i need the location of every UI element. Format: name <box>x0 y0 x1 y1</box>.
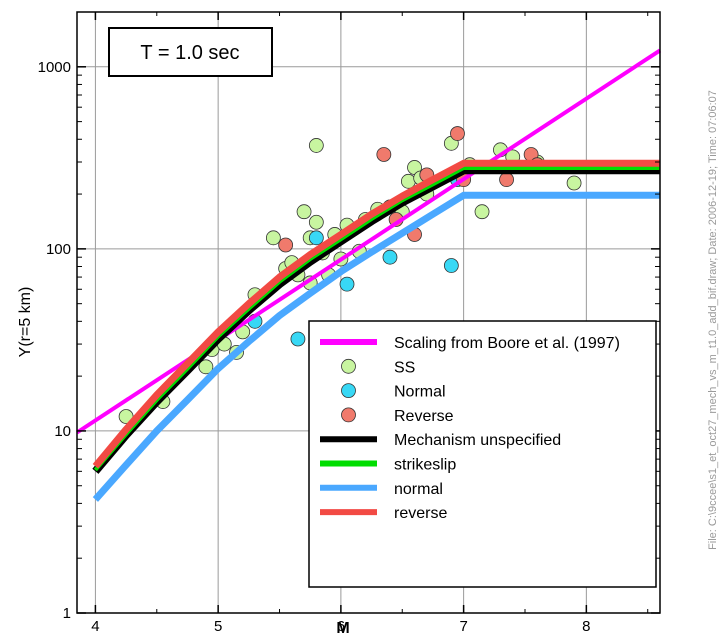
ss-point <box>308 138 324 153</box>
ss-point <box>308 214 324 230</box>
axis-ticks: 4 5 6 7 8 1 10 100 1000 <box>38 11 660 635</box>
ss-point <box>296 204 312 220</box>
y-tick-label: 10 <box>54 423 71 440</box>
legend-label: strikeslip <box>394 457 456 474</box>
normal-point <box>382 249 398 265</box>
x-tick-label: 7 <box>459 618 467 635</box>
legend: Scaling from Boore et al. (1997) SS Normal… <box>308 320 657 588</box>
ss-point <box>474 204 490 220</box>
series-line-normal <box>92 191 660 502</box>
x-tick-label: 4 <box>91 618 99 635</box>
ss-point <box>198 359 214 375</box>
normal-point <box>308 230 324 246</box>
legend-swatch-marker <box>341 383 356 399</box>
annotation-box: T = 1.0 sec <box>108 27 273 77</box>
legend-swatch-marker <box>341 407 356 423</box>
reverse-point <box>278 237 294 253</box>
legend-label: SS <box>394 359 415 376</box>
reverse-point <box>450 126 465 141</box>
normal-point <box>443 258 459 273</box>
legend-label: Normal <box>394 384 446 401</box>
y-tick-label: 1000 <box>38 59 71 76</box>
legend-label: Scaling from Boore et al. (1997) <box>394 335 620 352</box>
annotation-text: T = 1.0 sec <box>140 42 239 64</box>
plot-frame <box>76 11 661 614</box>
y-axis-title: Y(r=5 km) <box>17 287 34 358</box>
curves <box>75 48 662 502</box>
x-tick-label: 8 <box>582 618 590 635</box>
legend-label: normal <box>394 481 443 498</box>
x-tick-label: 5 <box>214 618 222 635</box>
y-tick-label: 100 <box>46 241 71 258</box>
ss-point <box>265 230 281 246</box>
legend-label: Reverse <box>394 408 454 425</box>
reverse-point <box>376 147 392 162</box>
legend-swatch-marker <box>341 358 356 374</box>
normal-point <box>339 276 355 292</box>
x-axis-title: M <box>336 620 349 637</box>
reverse-point <box>499 172 514 188</box>
series-line-strikeslip <box>93 166 660 472</box>
series-line-scaling-from-boore-et-al-1997- <box>75 48 662 435</box>
x-tick-label: 6 <box>337 618 345 635</box>
normal-point <box>290 331 306 347</box>
legend-label: reverse <box>394 505 447 522</box>
file-info-text: File: C:\9ccee\s1_et_oct27_mech_vs_m_t1.… <box>707 90 719 550</box>
ss-point <box>566 175 582 191</box>
y-tick-label: 1 <box>63 605 71 622</box>
legend-label: Mechanism unspecified <box>394 432 561 449</box>
series-line-reverse <box>92 159 660 469</box>
